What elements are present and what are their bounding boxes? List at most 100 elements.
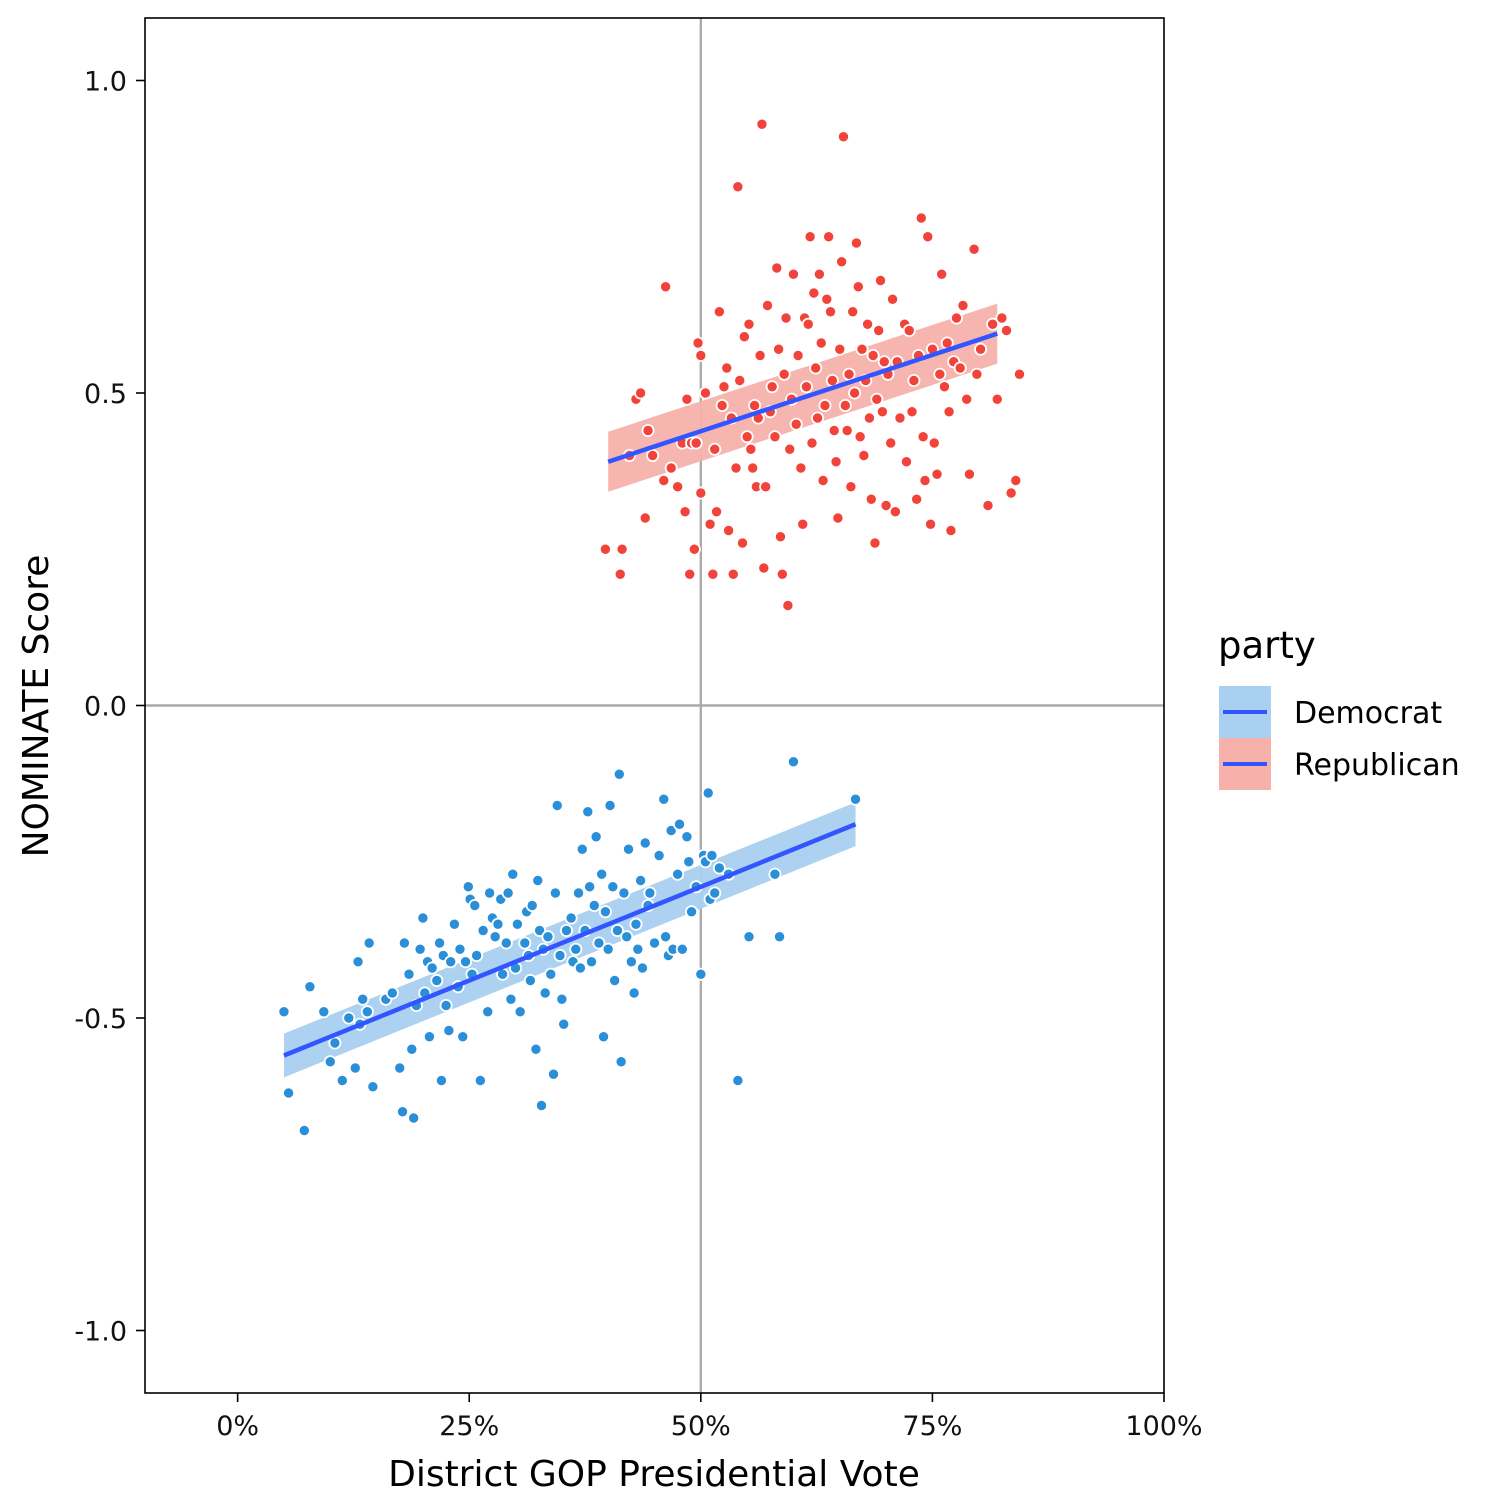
point-republican — [861, 317, 875, 331]
point-democrat — [675, 942, 689, 956]
point-republican — [706, 567, 720, 581]
point-republican — [659, 280, 673, 294]
point-democrat — [581, 805, 595, 819]
point-democrat — [335, 1074, 349, 1088]
point-republican — [916, 430, 930, 444]
point-democrat — [538, 986, 552, 1000]
point-republican — [879, 498, 893, 512]
point-republican — [829, 455, 843, 469]
point-republican — [831, 511, 845, 525]
point-democrat — [606, 880, 620, 894]
point-republican — [753, 348, 767, 362]
point-democrat — [773, 930, 787, 944]
point-democrat — [396, 1105, 410, 1119]
point-republican — [836, 130, 850, 144]
point-republican — [844, 480, 858, 494]
point-republican — [875, 405, 889, 419]
point-democrat — [416, 911, 430, 925]
point-democrat — [559, 924, 573, 938]
point-republican — [842, 367, 856, 381]
point-democrat — [499, 936, 513, 950]
point-republican — [818, 398, 832, 412]
point-republican — [737, 330, 751, 344]
point-democrat — [393, 1061, 407, 1075]
y-tick-label: -1.0 — [74, 1317, 127, 1348]
point-democrat — [425, 961, 439, 975]
point-republican — [803, 230, 817, 244]
point-republican — [886, 292, 900, 306]
point-democrat — [603, 799, 617, 813]
point-republican — [877, 355, 891, 369]
point-republican — [729, 461, 743, 475]
point-republican — [833, 342, 847, 356]
point-democrat — [635, 961, 649, 975]
point-republican — [671, 480, 685, 494]
point-republican — [918, 473, 932, 487]
x-tick-label: 75% — [902, 1411, 962, 1442]
point-republican — [796, 517, 810, 531]
point-democrat — [468, 899, 482, 913]
point-republican — [866, 348, 880, 362]
point-democrat — [673, 817, 687, 831]
point-democrat — [534, 1099, 548, 1113]
point-democrat — [553, 949, 567, 963]
point-republican — [1004, 486, 1018, 500]
point-republican — [761, 298, 775, 312]
point-republican — [657, 473, 671, 487]
point-democrat — [481, 1005, 495, 1019]
point-republican — [1009, 473, 1023, 487]
point-republican — [874, 273, 888, 287]
point-democrat — [648, 936, 662, 950]
point-republican — [720, 361, 734, 375]
point-republican — [598, 542, 612, 556]
point-republican — [811, 411, 825, 425]
point-democrat — [476, 924, 490, 938]
point-republican — [746, 461, 760, 475]
point-republican — [703, 517, 717, 531]
point-republican — [717, 380, 731, 394]
x-tick-label: 0% — [216, 1411, 259, 1442]
point-democrat — [634, 874, 648, 888]
point-republican — [687, 542, 701, 556]
point-republican — [827, 423, 841, 437]
point-democrat — [617, 886, 631, 900]
point-democrat — [430, 974, 444, 988]
x-tick-label: 100% — [1125, 1411, 1202, 1442]
point-republican — [849, 236, 863, 250]
point-democrat — [518, 936, 532, 950]
point-democrat — [405, 1042, 419, 1056]
point-democrat — [433, 936, 447, 950]
point-democrat — [622, 842, 636, 856]
point-republican — [712, 305, 726, 319]
point-democrat — [348, 1061, 362, 1075]
point-democrat — [488, 930, 502, 944]
point-democrat — [731, 1074, 745, 1088]
point-republican — [801, 317, 815, 331]
point-democrat — [434, 1074, 448, 1088]
point-republican — [812, 267, 826, 281]
point-democrat — [612, 767, 626, 781]
point-democrat — [742, 930, 756, 944]
point-democrat — [402, 967, 416, 981]
point-republican — [995, 311, 1009, 325]
point-democrat — [506, 867, 520, 881]
point-democrat — [303, 980, 317, 994]
point-democrat — [422, 1030, 436, 1044]
point-democrat — [708, 886, 722, 900]
point-republican — [870, 392, 884, 406]
point-democrat — [459, 955, 473, 969]
point-democrat — [608, 974, 622, 988]
point-republican — [708, 442, 722, 456]
point-republican — [777, 367, 791, 381]
point-republican — [779, 311, 793, 325]
point-democrat — [583, 880, 597, 894]
point-republican — [765, 380, 779, 394]
point-republican — [680, 392, 694, 406]
point-democrat — [297, 1124, 311, 1138]
point-republican — [921, 230, 935, 244]
legend-label-democrat: Democrat — [1294, 696, 1442, 731]
point-republican — [956, 298, 970, 312]
point-republican — [731, 180, 745, 194]
point-democrat — [491, 917, 505, 931]
y-tick-label: 1.0 — [84, 67, 127, 98]
